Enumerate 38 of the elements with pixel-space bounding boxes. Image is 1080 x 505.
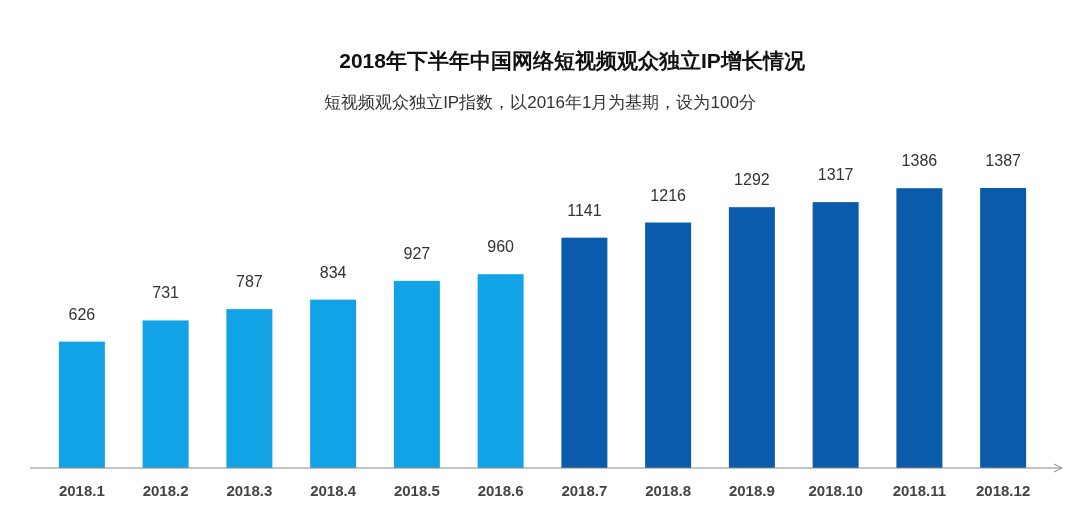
bar — [728, 207, 775, 468]
x-tick-label: 2018.6 — [477, 482, 524, 499]
bar — [812, 202, 859, 468]
data-label: 1216 — [650, 186, 687, 204]
data-label: 927 — [403, 244, 431, 262]
x-tick-label: 2018.8 — [645, 482, 692, 499]
data-label: 1317 — [817, 166, 854, 184]
bar — [393, 280, 440, 468]
chart-subtitle: 短视频观众独立IP指数，以2016年1月为基期，设为100分 — [324, 93, 756, 112]
data-label: 960 — [487, 238, 515, 256]
bar — [58, 341, 105, 468]
x-tick-label: 2018.3 — [226, 482, 273, 499]
data-label: 1292 — [734, 171, 770, 189]
x-tick-label: 2018.11 — [892, 482, 947, 499]
data-label: 834 — [319, 263, 347, 281]
data-label: 1386 — [901, 152, 938, 170]
x-tick-label: 2018.7 — [561, 482, 608, 499]
data-label: 731 — [152, 284, 180, 302]
bar — [645, 222, 692, 468]
bar — [142, 320, 189, 468]
bar — [896, 188, 943, 468]
data-label: 787 — [236, 273, 263, 291]
bar — [561, 237, 608, 468]
bar — [310, 299, 357, 468]
bar — [226, 309, 273, 468]
bar — [477, 274, 524, 468]
x-tick-label: 2018.4 — [310, 482, 357, 499]
x-tick-label: 2018.2 — [142, 482, 189, 499]
x-tick-label: 2018.1 — [58, 482, 105, 499]
data-label: 1141 — [567, 201, 602, 219]
x-tick-label: 2018.9 — [728, 482, 775, 499]
chart-title: 2018年下半年中国网络短视频观众独立IP增长情况 — [339, 49, 806, 72]
x-tick-label: 2018.12 — [976, 482, 1031, 499]
bar — [980, 188, 1027, 468]
x-tick-label: 2018.5 — [393, 482, 440, 499]
data-label: 626 — [68, 305, 96, 323]
data-label: 1387 — [985, 152, 1022, 169]
x-tick-label: 2018.10 — [808, 482, 863, 499]
